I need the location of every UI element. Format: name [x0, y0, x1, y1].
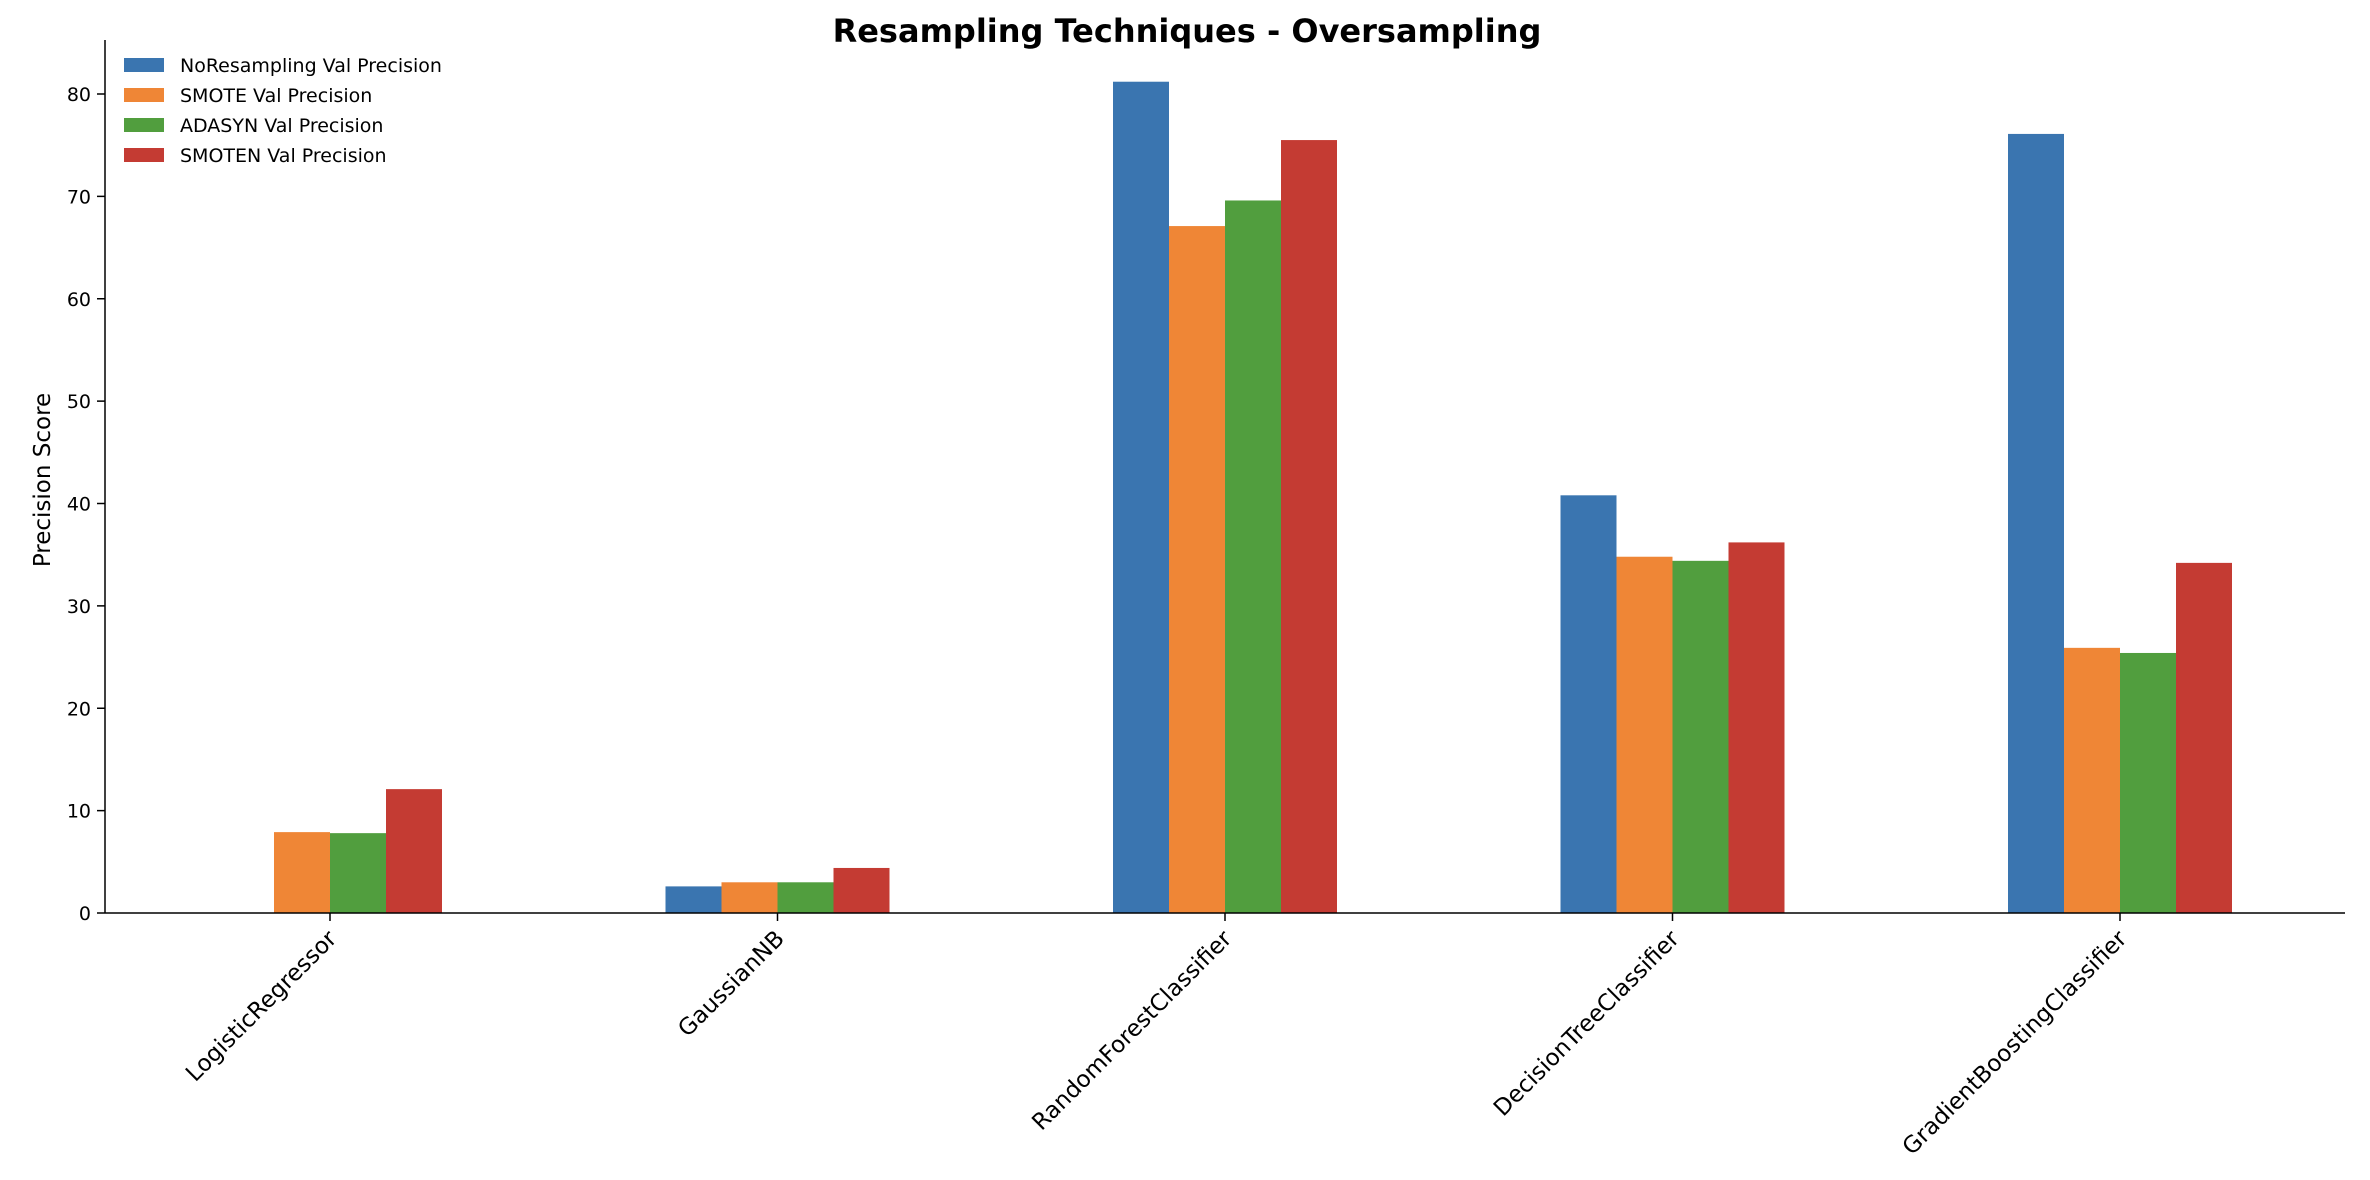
bar-gradientboostingclassifier-s1 — [2064, 647, 2120, 913]
chart-title: Resampling Techniques - Oversampling — [833, 12, 1542, 50]
legend-swatch — [124, 58, 164, 72]
bar-decisiontreeclassifier-s1 — [1616, 556, 1673, 913]
x-tick-label: RandomForestClassifier — [1027, 925, 1237, 1135]
y-tick-label: 80 — [67, 84, 91, 106]
y-axis-label: Precision Score — [30, 393, 56, 567]
y-tick-label: 20 — [67, 698, 91, 720]
bar-logisticregressor-s2 — [330, 833, 386, 913]
legend-label: SMOTE Val Precision — [180, 85, 372, 107]
bar-gradientboostingclassifier-s2 — [2120, 652, 2176, 913]
x-tick-label: GradientBoostingClassifier — [1898, 925, 2133, 1160]
bar-gradientboostingclassifier-s3 — [2176, 562, 2232, 913]
legend-swatch — [124, 148, 164, 162]
bar-randomforestclassifier-s2 — [1225, 200, 1281, 914]
bar-gradientboostingclassifier-s0 — [2008, 133, 2064, 913]
bar-decisiontreeclassifier-s0 — [1560, 495, 1617, 913]
bar-gaussiannb-s0 — [665, 886, 722, 913]
y-ticks-group: 0 10 20 30 40 50 60 70 80 — [67, 84, 105, 925]
y-tick-label: 50 — [67, 391, 91, 413]
bar-gaussiannb-s3 — [833, 867, 890, 913]
bar-decisiontreeclassifier-s2 — [1672, 560, 1729, 913]
y-tick-label: 10 — [67, 801, 91, 823]
bars-group — [274, 81, 2232, 914]
bar-logisticregressor-s3 — [386, 789, 442, 913]
bar-gaussiannb-s1 — [721, 882, 778, 913]
bar-randomforestclassifier-s3 — [1281, 140, 1337, 914]
legend-swatch — [124, 88, 164, 102]
x-tick-label: DecisionTreeClassifier — [1489, 925, 1685, 1121]
y-tick-label: 70 — [67, 186, 91, 208]
legend-label: ADASYN Val Precision — [180, 115, 383, 137]
y-tick-label: 0 — [79, 903, 91, 925]
legend-label: SMOTEN Val Precision — [180, 145, 387, 167]
bar-logisticregressor-s1 — [274, 832, 330, 913]
x-tick-label: GaussianNB — [673, 926, 789, 1042]
legend-swatch — [124, 118, 164, 132]
y-tick-label: 40 — [67, 494, 91, 516]
bar-decisiontreeclassifier-s3 — [1728, 542, 1785, 913]
y-tick-label: 60 — [67, 289, 91, 311]
y-tick-label: 30 — [67, 596, 91, 618]
x-ticks-group: LogisticRegressor GaussianNB RandomForestC… — [181, 913, 2133, 1160]
legend-label: NoResampling Val Precision — [180, 55, 442, 77]
legend: NoResampling Val Precision SMOTE Val Prec… — [124, 55, 442, 167]
x-tick-label: LogisticRegressor — [181, 925, 342, 1086]
bar-randomforestclassifier-s1 — [1169, 226, 1225, 914]
bar-randomforestclassifier-s0 — [1113, 81, 1169, 914]
bar-gaussiannb-s2 — [777, 882, 834, 913]
